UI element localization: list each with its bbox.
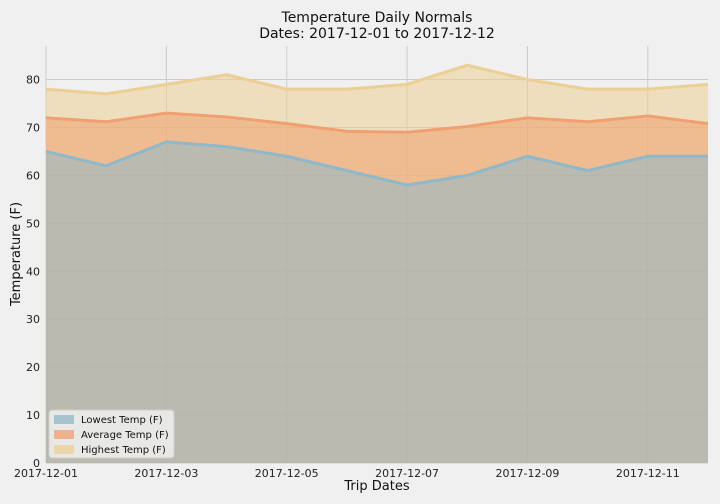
y-tick-label: 70 (26, 121, 40, 134)
legend-entry: Lowest Temp (F) (81, 415, 163, 426)
x-axis-label: Trip Dates (343, 479, 409, 494)
series-lines (45, 63, 709, 187)
y-tick-label: 20 (26, 361, 40, 374)
y-tick-label: 10 (26, 409, 40, 422)
legend: Lowest Temp (F) Average Temp (F) Highest T… (48, 409, 175, 459)
chart-subtitle: Dates: 2017-12-01 to 2017-12-12 (259, 26, 495, 42)
x-tick-label: 2017-12-03 (134, 467, 198, 480)
x-axis-ticks: 2017-12-01 2017-12-03 2017-12-05 2017-12-07… (14, 467, 680, 480)
x-tick-label: 2017-12-01 (14, 467, 78, 480)
legend-swatch (54, 445, 74, 454)
y-tick-label: 50 (26, 217, 40, 230)
line-2 (45, 63, 709, 96)
line-0 (45, 140, 708, 187)
y-tick-label: 60 (26, 169, 40, 182)
area-0 (46, 141, 708, 464)
legend-entry: Average Temp (F) (81, 430, 169, 441)
x-tick-label: 2017-12-07 (375, 467, 439, 480)
x-tick-label: 2017-12-05 (255, 467, 319, 480)
y-tick-label: 40 (26, 265, 40, 278)
y-axis-ticks: 0 10 20 30 40 50 60 70 80 (26, 74, 40, 470)
y-axis-label: Temperature (F) (9, 202, 24, 307)
series-areas (46, 65, 708, 464)
y-tick-label: 30 (26, 313, 40, 326)
chart-title: Temperature Daily Normals (281, 10, 473, 26)
legend-box (48, 409, 175, 459)
y-tick-label: 0 (33, 457, 40, 470)
legend-swatch (54, 415, 74, 424)
x-tick-label: 2017-12-11 (616, 467, 680, 480)
y-tick-label: 80 (26, 74, 40, 87)
line-1 (45, 111, 709, 134)
legend-entry: Highest Temp (F) (81, 445, 166, 456)
legend-swatch (54, 430, 74, 439)
x-tick-label: 2017-12-09 (495, 467, 559, 480)
